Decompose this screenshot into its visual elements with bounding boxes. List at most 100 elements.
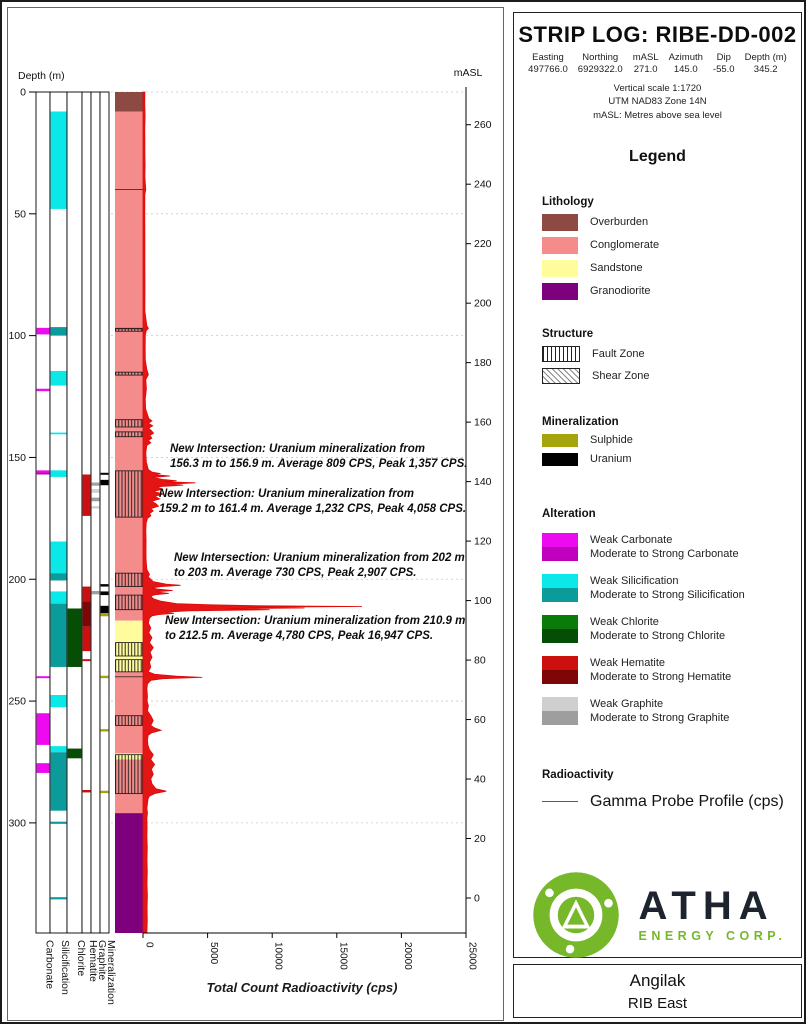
scale-notes: Vertical scale 1:1720 UTM NAD83 Zone 14N m… xyxy=(514,82,801,122)
radioactivity-axis-title: Total Count Radioactivity (cps) xyxy=(207,980,398,995)
hematite-weak-bar xyxy=(82,474,91,516)
legend-item-label: Fault Zone xyxy=(592,347,645,360)
strip-log-chart: Depth (m) 0 50 100 150 200 250 300 mASL 260 240 220… xyxy=(2,2,510,1022)
hematite-weak-bar xyxy=(82,789,91,793)
depth-tick-label: 100 xyxy=(8,330,26,342)
mineralization-sulphide-bar xyxy=(100,729,109,732)
legend-section-structure: Structure Fault Zone Shear Zone xyxy=(542,328,801,384)
legend-pair-swatch xyxy=(542,573,578,602)
collar-field-dip: Dip -55.0 xyxy=(712,52,735,75)
carbonate-weak-bar xyxy=(36,327,50,335)
legend-pair-labels: Weak Graphite Moderate to Strong Graphite xyxy=(590,697,730,724)
column-label-carbonate: Carbonate xyxy=(44,940,56,989)
legend-pair-swatch xyxy=(542,655,578,684)
legend-pair-swatch xyxy=(542,532,578,561)
depth-tick-label: 0 xyxy=(20,87,26,99)
fault-zone-overlay xyxy=(115,419,143,428)
hematite-weak-bar xyxy=(82,626,91,652)
masl-tick-label: 100 xyxy=(474,595,492,607)
legend-item-label: Granodiorite xyxy=(590,285,651,298)
silicification-strong-bar xyxy=(50,327,67,336)
legend-alteration-pair: Weak Silicification Moderate to Strong Si… xyxy=(542,573,801,602)
column-label-graphite: Graphite xyxy=(96,940,108,980)
area-name: RIB East xyxy=(627,994,688,1012)
silicification-weak-bar xyxy=(50,370,67,386)
legend-swatch xyxy=(542,259,578,277)
legend-section-mineralization: Mineralization Sulphide Uranium xyxy=(542,416,801,466)
masl-tick-label: 20 xyxy=(474,833,486,845)
collar-field-azimuth: Azimuth 145.0 xyxy=(668,52,703,75)
masl-tick-label: 80 xyxy=(474,655,486,667)
legend-item: Uranium xyxy=(542,452,801,466)
legend-pair-swatch xyxy=(542,614,578,643)
legend-item-label: Uranium xyxy=(590,453,632,466)
legend-pair-labels: Weak Hematite Moderate to Strong Hematite xyxy=(590,656,732,683)
legend-pair-swatch xyxy=(542,696,578,725)
graphite-strong-bar xyxy=(91,590,100,595)
legend-section-lithology: Lithology Overburden Conglomerate Sandstone… xyxy=(542,196,801,300)
fault-zone-overlay xyxy=(115,431,143,438)
fault-zone-overlay xyxy=(115,572,143,587)
fault-zone-overlay xyxy=(115,371,143,376)
legend-section-header: Mineralization xyxy=(542,415,619,428)
fault-zone-overlay xyxy=(115,754,143,795)
column-label-mineralization: Mineralization xyxy=(105,940,117,1005)
legend-item-label: Shear Zone xyxy=(592,369,650,382)
radioactivity-tick-label: 0 xyxy=(144,942,155,948)
mineralization-sulphide-bar xyxy=(100,790,109,794)
legend-alteration-pair: Weak Chlorite Moderate to Strong Chlorite xyxy=(542,614,801,643)
masl-tick-label: 180 xyxy=(474,357,492,369)
legend-pair-labels: Weak Chlorite Moderate to Strong Chlorite xyxy=(590,615,726,642)
masl-tick-label: 200 xyxy=(474,298,492,310)
hematite-strong-bar xyxy=(82,601,91,627)
carbonate-weak-bar xyxy=(36,763,50,773)
gamma-probe-trace xyxy=(142,91,363,934)
legend-section-header: Radioactivity xyxy=(542,768,614,781)
collar-field-easting: Easting 497766.0 xyxy=(528,52,568,75)
column-label-hematite: Hematite xyxy=(87,940,99,982)
depth-tick-label: 50 xyxy=(14,208,26,220)
silicification-weak-bar xyxy=(50,746,67,753)
collar-field-masl: mASL 271.0 xyxy=(632,52,659,75)
depth-tick-label: 250 xyxy=(8,696,26,708)
legend-item: Shear Zone xyxy=(542,367,801,384)
chlorite-strong-bar xyxy=(67,748,82,759)
mineralization-uranium-bar xyxy=(100,605,109,614)
hole-collar-fields: Easting 497766.0 Northing 6929322.0 mASL 271.… xyxy=(514,52,801,75)
collar-field-northing: Northing 6929322.0 xyxy=(577,52,623,75)
carbonate-weak-bar xyxy=(36,713,50,745)
silicification-weak-bar xyxy=(50,432,67,435)
legend-gamma-line-item: Gamma Probe Profile (cps) xyxy=(542,793,801,811)
fault-zone-overlay xyxy=(115,328,143,332)
legend-title: Legend xyxy=(629,147,686,165)
brand-subtitle: ENERGY CORP. xyxy=(638,929,787,944)
column-label-silicification: Silicification xyxy=(59,940,71,995)
log-column xyxy=(99,91,110,934)
legend-swatch xyxy=(542,345,580,362)
carbonate-strong-bar xyxy=(36,472,50,475)
legend-item: Overburden xyxy=(542,213,801,231)
legend-item-label: Gamma Probe Profile (cps) xyxy=(590,792,784,810)
site-box: Angilak RIB East xyxy=(513,964,802,1018)
legend-item: Granodiorite xyxy=(542,282,801,300)
legend-alteration-pair: Weak Hematite Moderate to Strong Hematite xyxy=(542,655,801,684)
legend-alteration-pair: Weak Carbonate Moderate to Strong Carbona… xyxy=(542,532,801,561)
depth-tick-label: 200 xyxy=(8,574,26,586)
masl-tick-label: 0 xyxy=(474,892,480,904)
silicification-strong-bar xyxy=(50,897,67,900)
intersection-annotation-4: New Intersection: Uranium mineralization… xyxy=(165,615,466,642)
legend-item: Sulphide xyxy=(542,433,801,447)
legend-item-label: Conglomerate xyxy=(590,239,660,252)
lithology-conglomerate xyxy=(115,111,143,621)
legend-swatch xyxy=(542,236,578,254)
mineralization-sulphide-bar xyxy=(100,675,109,679)
mineralization-uranium-bar xyxy=(100,479,109,486)
legend-item-label: Sulphide xyxy=(590,434,633,447)
graphite-weak-bar xyxy=(91,506,100,509)
graphite-strong-bar xyxy=(91,497,100,502)
fault-zone-overlay xyxy=(115,594,143,611)
legend-section-header: Lithology xyxy=(542,195,594,208)
depth-axis-label: Depth (m) xyxy=(18,70,65,82)
masl-tick-label: 60 xyxy=(474,714,486,726)
